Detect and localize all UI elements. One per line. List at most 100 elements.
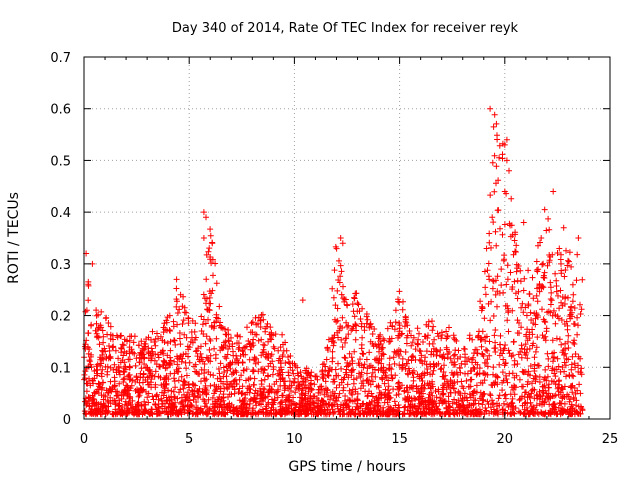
data-point bbox=[459, 383, 466, 390]
data-point bbox=[194, 353, 201, 360]
data-point bbox=[103, 404, 110, 411]
data-point bbox=[516, 320, 522, 326]
data-point bbox=[168, 396, 175, 403]
data-point bbox=[526, 291, 533, 298]
data-point bbox=[547, 296, 554, 302]
data-point bbox=[440, 384, 447, 391]
data-point bbox=[449, 382, 456, 389]
data-point bbox=[290, 394, 297, 401]
data-point bbox=[130, 339, 137, 346]
data-point bbox=[107, 378, 114, 385]
data-point bbox=[484, 347, 491, 354]
data-point bbox=[449, 400, 456, 407]
data-point bbox=[160, 362, 167, 369]
data-point bbox=[382, 372, 389, 379]
data-point bbox=[552, 320, 559, 327]
data-point bbox=[332, 243, 339, 250]
data-point bbox=[133, 373, 140, 380]
data-point bbox=[107, 394, 114, 401]
data-point bbox=[117, 333, 124, 340]
data-point bbox=[243, 366, 250, 373]
data-point bbox=[478, 343, 485, 350]
data-point bbox=[561, 383, 568, 390]
data-point bbox=[466, 402, 473, 409]
data-point bbox=[440, 390, 447, 397]
data-point bbox=[337, 235, 344, 241]
data-point bbox=[192, 361, 199, 368]
data-point bbox=[95, 326, 101, 333]
data-point bbox=[557, 368, 564, 375]
data-point bbox=[486, 239, 493, 246]
data-point bbox=[427, 361, 434, 367]
data-point bbox=[167, 357, 174, 364]
data-point bbox=[165, 387, 172, 394]
data-point bbox=[508, 222, 515, 229]
data-point bbox=[389, 375, 396, 382]
data-point bbox=[547, 410, 554, 417]
data-point bbox=[552, 270, 559, 277]
data-point bbox=[473, 410, 480, 417]
data-point bbox=[205, 357, 212, 364]
data-point bbox=[329, 335, 336, 342]
data-point bbox=[305, 388, 312, 395]
data-point bbox=[292, 389, 299, 396]
data-point bbox=[313, 373, 320, 380]
data-point bbox=[358, 323, 365, 330]
data-point bbox=[522, 341, 529, 348]
data-point bbox=[260, 349, 267, 355]
data-point bbox=[155, 354, 162, 361]
data-point bbox=[167, 347, 174, 354]
data-point bbox=[233, 410, 240, 417]
data-point bbox=[484, 398, 491, 405]
data-point bbox=[405, 398, 412, 405]
data-point bbox=[415, 406, 422, 412]
data-point bbox=[240, 367, 247, 374]
data-point bbox=[385, 393, 392, 400]
data-point bbox=[149, 393, 156, 400]
data-point bbox=[175, 410, 182, 417]
data-point bbox=[200, 396, 207, 403]
data-point bbox=[162, 365, 169, 372]
data-point bbox=[360, 351, 366, 358]
data-point bbox=[195, 345, 202, 352]
data-point bbox=[118, 410, 125, 417]
x-tick-label: 25 bbox=[602, 432, 619, 447]
data-point bbox=[505, 309, 512, 316]
data-point bbox=[559, 364, 566, 371]
data-point bbox=[215, 366, 222, 372]
data-point bbox=[493, 242, 500, 249]
data-point bbox=[495, 411, 501, 418]
data-point bbox=[126, 333, 133, 340]
data-point bbox=[85, 350, 92, 357]
data-point bbox=[340, 295, 347, 302]
data-point bbox=[443, 328, 450, 335]
data-point bbox=[539, 283, 546, 290]
data-point bbox=[334, 317, 341, 324]
data-point bbox=[430, 345, 437, 352]
data-point bbox=[94, 361, 101, 368]
data-point bbox=[346, 387, 353, 394]
data-point bbox=[357, 316, 364, 322]
data-point bbox=[534, 298, 541, 305]
data-point bbox=[418, 382, 425, 389]
data-point bbox=[524, 346, 531, 353]
data-point bbox=[559, 302, 566, 309]
data-point bbox=[472, 397, 479, 404]
data-point bbox=[270, 343, 277, 350]
data-point bbox=[354, 396, 361, 403]
data-point bbox=[171, 358, 178, 365]
data-point bbox=[317, 402, 324, 408]
data-point bbox=[246, 383, 253, 390]
data-point bbox=[499, 369, 506, 376]
data-point bbox=[285, 359, 292, 365]
data-point bbox=[159, 337, 166, 344]
data-point bbox=[292, 407, 298, 414]
data-point bbox=[217, 388, 224, 395]
data-point bbox=[258, 377, 265, 384]
data-point bbox=[213, 311, 220, 318]
data-point bbox=[456, 364, 463, 371]
data-point bbox=[408, 384, 415, 391]
data-point bbox=[292, 362, 299, 369]
data-point bbox=[392, 319, 399, 326]
data-point bbox=[237, 333, 244, 340]
